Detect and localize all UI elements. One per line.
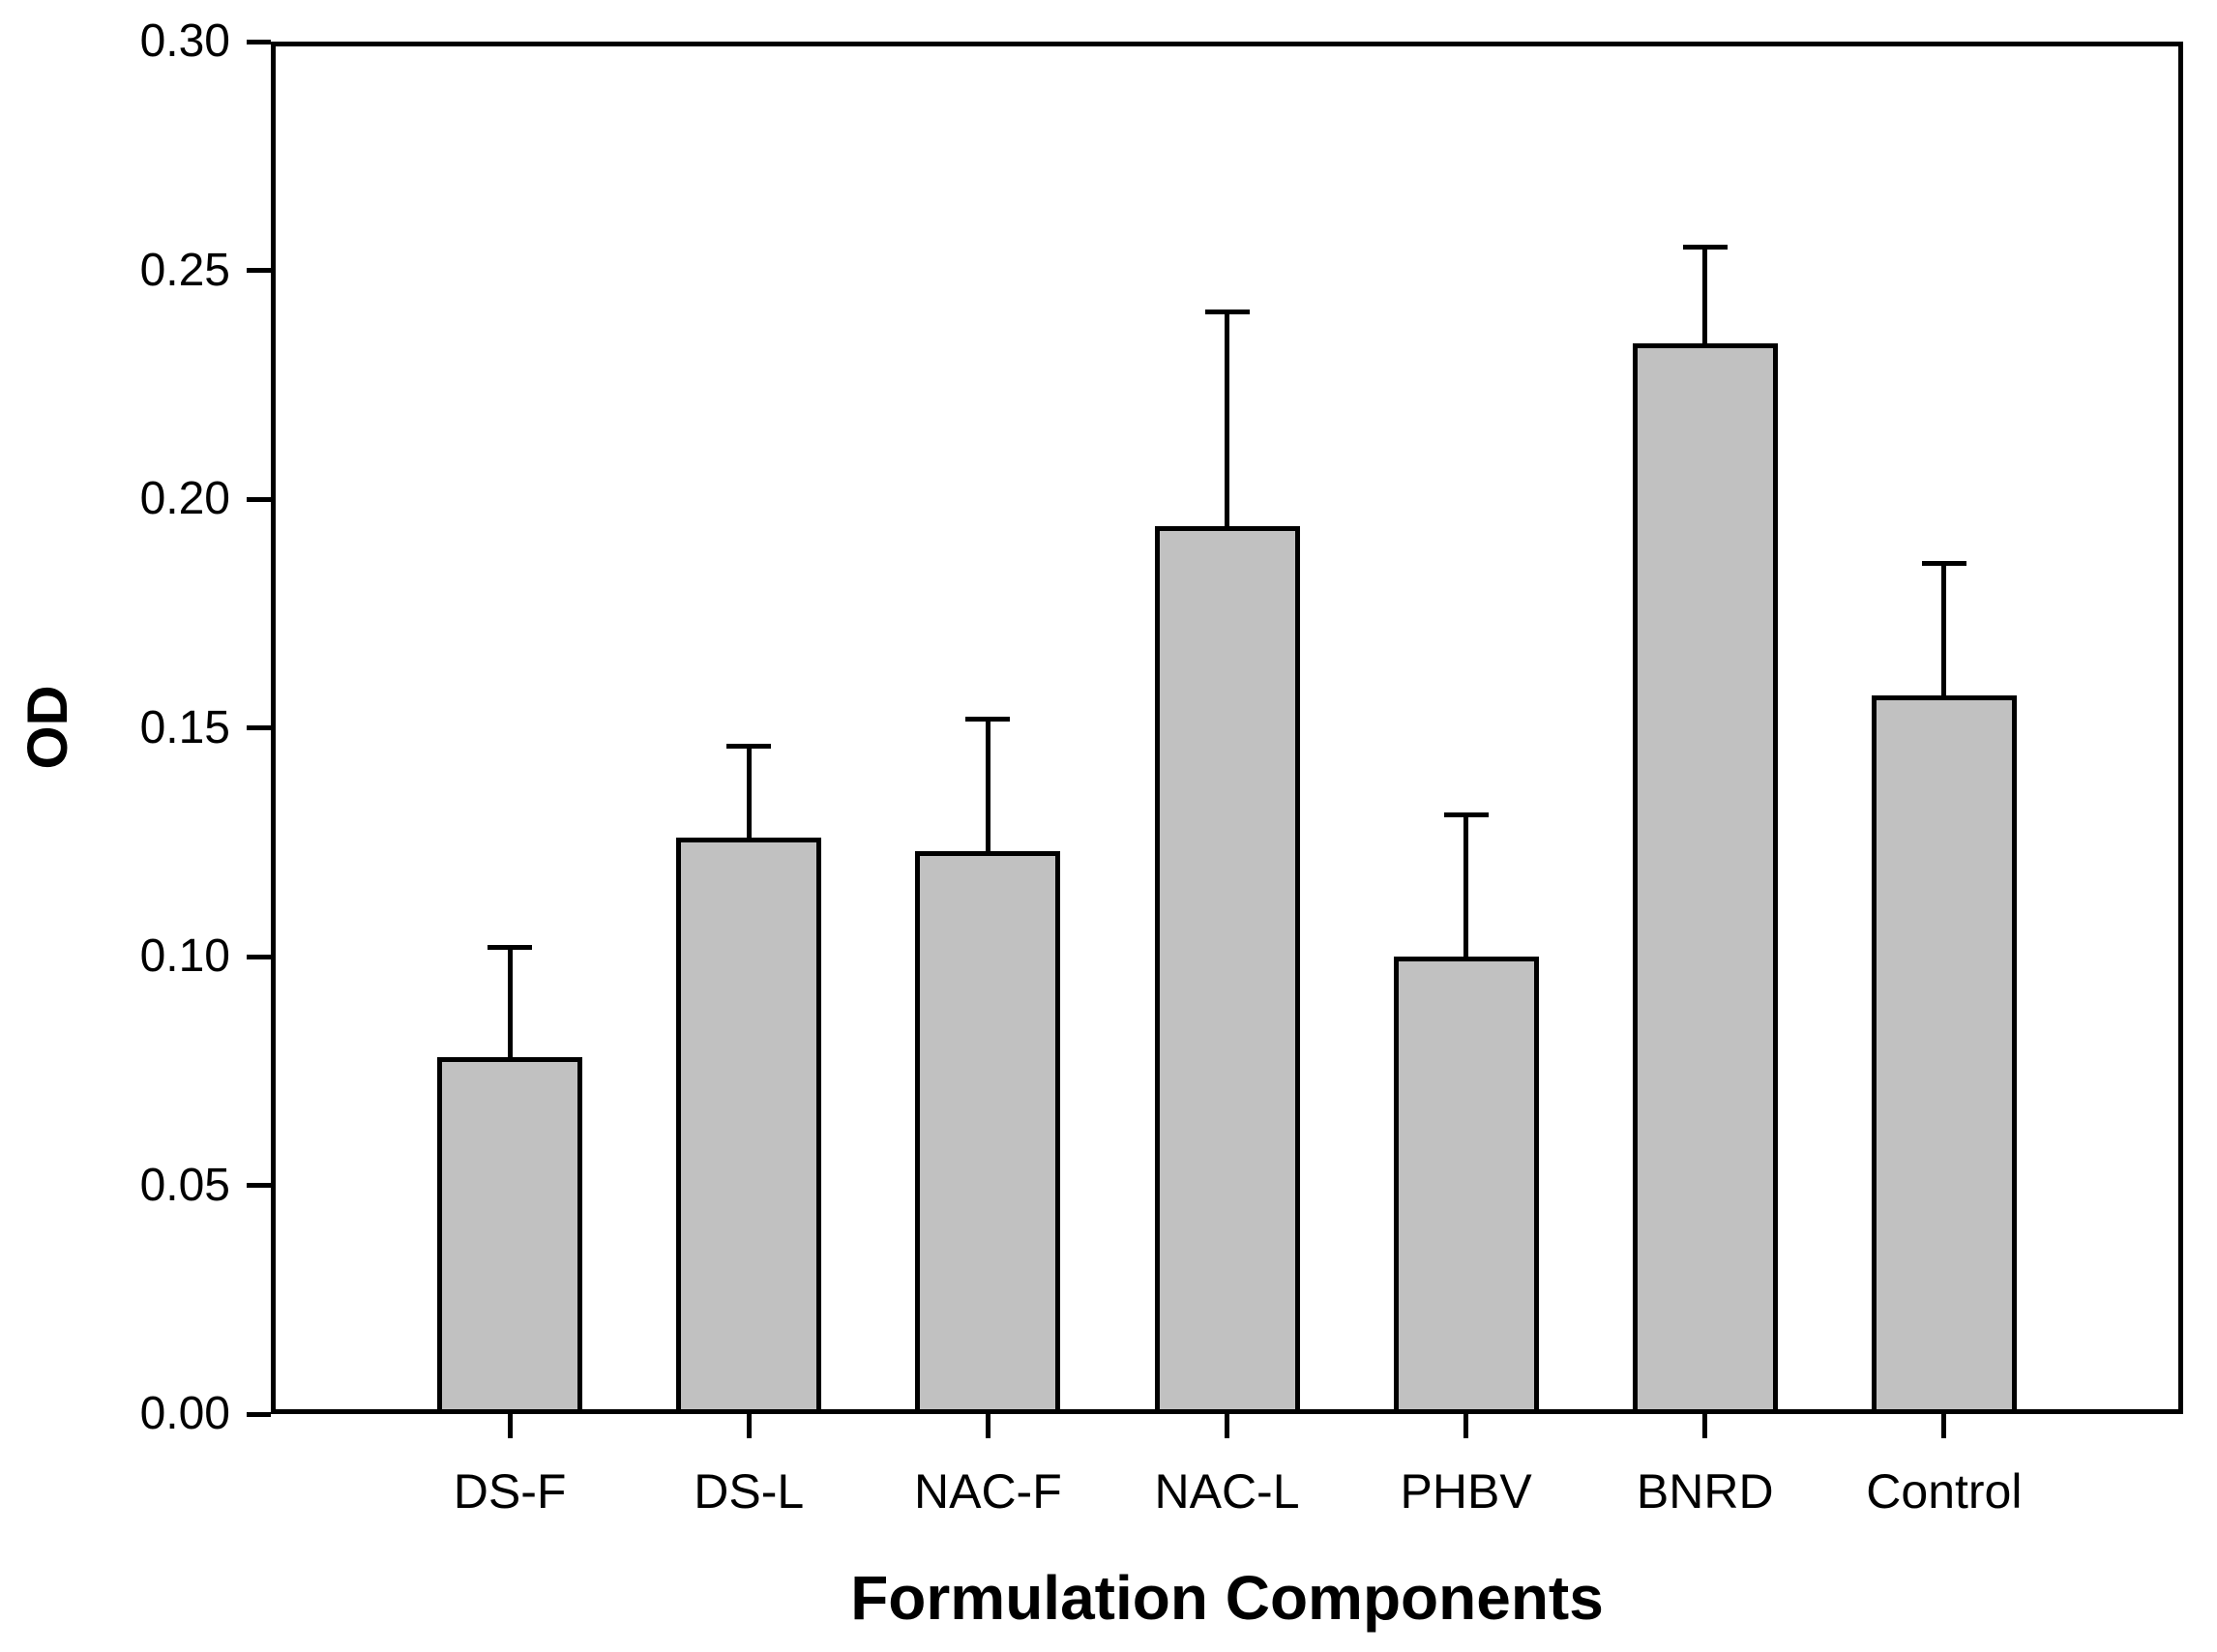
error-bar-cap bbox=[1921, 560, 1966, 566]
y-tick-mark bbox=[247, 725, 271, 730]
y-tick-mark bbox=[247, 954, 271, 959]
error-bar-stem bbox=[507, 947, 513, 1058]
y-tick-label: 0.10 bbox=[139, 930, 230, 982]
error-bar-cap bbox=[488, 945, 533, 951]
y-tick-mark bbox=[247, 1411, 271, 1417]
x-tick-mark bbox=[985, 1414, 990, 1438]
x-category-label: DS-L bbox=[694, 1464, 805, 1519]
x-category-label: NAC-L bbox=[1154, 1464, 1300, 1519]
y-tick-label: 0.05 bbox=[139, 1159, 230, 1211]
x-tick-mark bbox=[1702, 1414, 1708, 1438]
error-bar-stem bbox=[985, 719, 990, 852]
x-tick-mark bbox=[507, 1414, 513, 1438]
y-tick-label: 0.15 bbox=[139, 701, 230, 753]
y-tick-mark bbox=[247, 1183, 271, 1188]
plot-area: OD Formulation Components 0.00 0.05 0.10 0.… bbox=[16, 18, 2183, 1629]
bar-BNRD bbox=[1632, 343, 1778, 1414]
x-tick-mark bbox=[1463, 1414, 1469, 1438]
error-bar-stem bbox=[746, 746, 752, 838]
error-bar-cap bbox=[965, 716, 1011, 722]
error-bar-cap bbox=[726, 743, 772, 749]
y-tick-mark bbox=[247, 496, 271, 502]
y-tick-label: 0.20 bbox=[139, 473, 230, 524]
error-bar-stem bbox=[1463, 814, 1469, 957]
x-axis-title: Formulation Components bbox=[850, 1563, 1604, 1633]
x-category-label: BNRD bbox=[1636, 1464, 1774, 1519]
y-tick-label: 0.25 bbox=[139, 244, 230, 296]
error-bar-stem bbox=[1941, 563, 1947, 696]
y-axis-title: OD bbox=[16, 685, 79, 770]
bar-Control bbox=[1871, 695, 2017, 1414]
y-tick-mark bbox=[247, 39, 271, 44]
bar-NAC-F bbox=[915, 851, 1061, 1414]
bar-PHBV bbox=[1393, 957, 1539, 1414]
x-tick-mark bbox=[1225, 1414, 1229, 1438]
x-tick-mark bbox=[746, 1414, 752, 1438]
bar-NAC-L bbox=[1154, 526, 1300, 1414]
error-bar-stem bbox=[1225, 311, 1229, 527]
y-tick-mark bbox=[247, 268, 271, 273]
x-category-label: Control bbox=[1866, 1464, 2023, 1519]
bar-DS-F bbox=[437, 1057, 583, 1414]
bar-DS-L bbox=[676, 838, 822, 1414]
x-category-label: NAC-F bbox=[913, 1464, 1062, 1519]
error-bar-cap bbox=[1682, 245, 1728, 251]
x-category-label: DS-F bbox=[453, 1464, 567, 1519]
error-bar-stem bbox=[1702, 247, 1708, 344]
x-tick-mark bbox=[1941, 1414, 1947, 1438]
x-category-label: PHBV bbox=[1400, 1464, 1532, 1519]
y-tick-label: 0.00 bbox=[139, 1388, 230, 1439]
error-bar-cap bbox=[1443, 811, 1489, 817]
error-bar-cap bbox=[1204, 309, 1250, 314]
y-tick-label: 0.30 bbox=[139, 15, 230, 67]
